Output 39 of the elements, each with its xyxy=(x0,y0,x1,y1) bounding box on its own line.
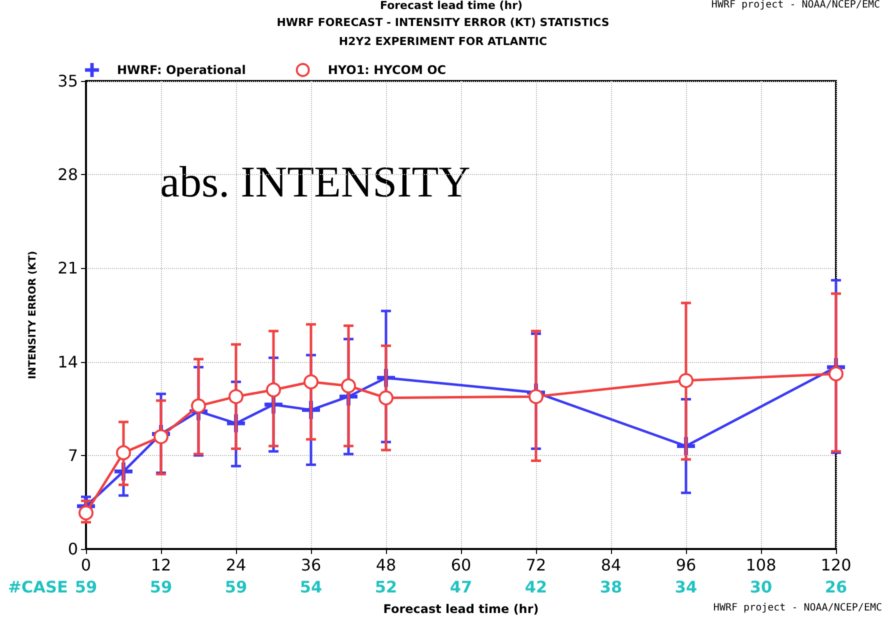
text: 38 xyxy=(600,578,622,596)
text: 52 xyxy=(374,578,398,596)
y-tick-label: 0 xyxy=(68,540,78,558)
text: 26 xyxy=(824,578,848,596)
chart-subtitle: H2Y2 EXPERIMENT FOR ATLANTIC xyxy=(338,35,548,48)
text: 42 xyxy=(524,578,548,596)
y-tick-label: 14 xyxy=(58,352,78,372)
y-tick-label: 28 xyxy=(58,165,78,184)
text: HWRF project - NOAA/NCEP/EMC xyxy=(711,0,880,10)
x-tick-label: 24 xyxy=(226,556,246,574)
chart-title: HWRF FORECAST - INTENSITY ERROR (KT) STATISTICS xyxy=(276,16,610,29)
x-tick-label: 48 xyxy=(376,556,396,574)
text: Forecast lead time (hr) xyxy=(380,0,523,12)
annotation: abs. INTENSITY xyxy=(160,158,470,206)
x-tick-label: 96 xyxy=(676,556,696,574)
x-axis-title: Forecast lead time (hr) xyxy=(383,602,539,616)
legend-label: HWRF: Operational xyxy=(117,63,246,77)
y-tick-label: 7 xyxy=(68,446,78,465)
legend-label: HYO1: HYCOM OC xyxy=(328,63,446,77)
x-tick-label: 84 xyxy=(600,556,622,574)
x-tick-label: 72 xyxy=(526,556,546,574)
y-axis-title: INTENSITY ERROR (KT) xyxy=(28,250,38,380)
text: #CASE xyxy=(8,578,68,596)
text: HWRF project - NOAA/NCEP/EMC xyxy=(713,602,882,614)
x-tick-label: 60 xyxy=(450,556,472,574)
x-tick-label: 36 xyxy=(300,556,322,574)
x-tick-label: 120 xyxy=(820,556,852,574)
text: 34 xyxy=(674,578,698,596)
text: 59 xyxy=(150,578,172,596)
x-tick-label: 0 xyxy=(80,556,92,574)
text: 54 xyxy=(300,578,322,596)
text: 59 xyxy=(224,578,248,596)
x-tick-label: 12 xyxy=(150,556,172,574)
text: 47 xyxy=(450,578,472,596)
y-tick-label: 35 xyxy=(58,72,78,90)
x-tick-label: 108 xyxy=(746,556,776,574)
text: 30 xyxy=(750,578,772,596)
y-tick-label: 21 xyxy=(58,258,78,278)
text: 59 xyxy=(74,578,98,596)
